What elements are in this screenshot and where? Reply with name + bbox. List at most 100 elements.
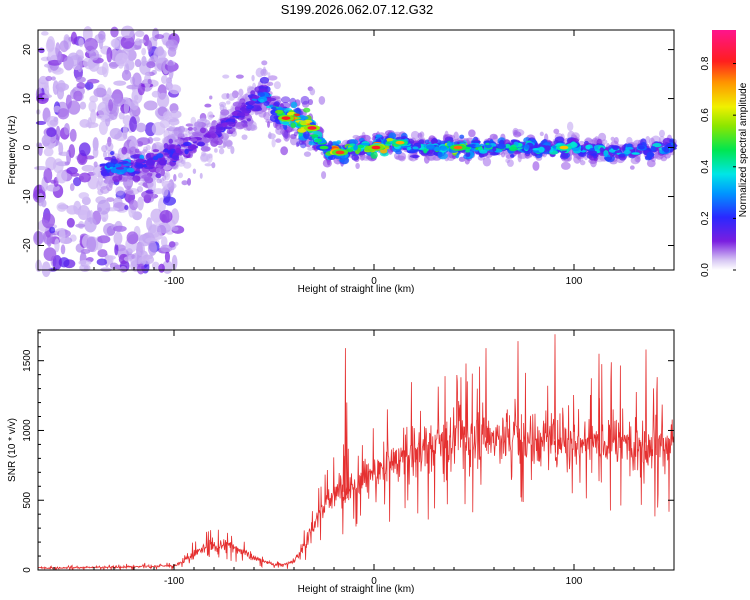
- spectrogram-cell: [174, 138, 184, 143]
- spectrogram-cell: [468, 129, 476, 138]
- spectrogram-cell: [113, 231, 123, 246]
- spectrogram-cell: [183, 141, 192, 147]
- spectrogram-cell: [99, 186, 110, 194]
- spectrogram-hotspot: [335, 150, 345, 155]
- spectrogram-cell: [164, 251, 170, 263]
- spectrogram-cell: [159, 157, 166, 161]
- spectrogram-cell: [194, 121, 203, 128]
- spectrogram-cell: [57, 108, 70, 120]
- spectrogram-cell: [108, 179, 114, 188]
- spectrogram-cell: [218, 145, 226, 149]
- spectrogram-cell: [156, 92, 170, 109]
- spectrogram-x-tick-label: -100: [164, 276, 184, 287]
- spectrogram-frame: [37, 29, 675, 271]
- spectrogram-cell: [89, 95, 99, 103]
- spectrogram-cell: [144, 166, 154, 170]
- spectrogram-cell: [293, 113, 300, 117]
- spectrogram-cell: [300, 95, 310, 105]
- spectrogram-cell: [517, 153, 522, 163]
- spectrogram-cell: [267, 75, 278, 81]
- spectrogram-y-axis-label: Frequency (Hz): [7, 116, 18, 185]
- spectrogram-cell: [669, 138, 675, 144]
- spectrogram-cell: [152, 149, 160, 153]
- spectrogram-cell: [613, 136, 619, 145]
- spectrogram-cell: [280, 146, 289, 156]
- spectrogram-cell: [465, 151, 471, 157]
- spectrogram-cell: [76, 82, 86, 89]
- spectrogram-cell: [115, 167, 125, 170]
- spectrogram-cell: [524, 144, 530, 150]
- spectrogram-cell: [132, 175, 141, 182]
- spectrogram-cell: [560, 161, 571, 170]
- colorbar: 0.0 0.2 0.4 0.6 0.8 Normalized spectral ampl…: [700, 30, 749, 277]
- spectrogram-cell: [614, 150, 621, 153]
- spectrogram-cell: [35, 259, 43, 273]
- spectrogram-cell: [203, 134, 211, 138]
- spectrogram-cell: [214, 148, 218, 153]
- spectrogram-cell: [162, 149, 168, 153]
- spectrogram-cell: [46, 36, 56, 52]
- spectrogram-cell: [466, 144, 476, 148]
- spectrogram-cell: [425, 144, 436, 150]
- spectrogram-cell: [63, 123, 70, 135]
- spectrogram-cell: [307, 146, 314, 151]
- spectrogram-cell: [156, 153, 164, 159]
- spectrogram-cell: [646, 159, 656, 168]
- spectrogram-cell: [132, 72, 142, 88]
- spectrogram-cell: [60, 244, 66, 255]
- spectrogram-cell: [112, 175, 121, 183]
- spectrogram-cell: [118, 111, 125, 120]
- spectrogram-cell: [270, 106, 277, 110]
- spectrogram-x-axis-label: Height of straight line (km): [298, 284, 415, 295]
- spectrogram-hotspot: [371, 145, 381, 150]
- spectrogram-cell: [269, 104, 274, 108]
- spectrogram-cell: [104, 156, 113, 161]
- spectrogram-cell: [159, 209, 173, 223]
- spectrogram-cell: [510, 154, 515, 158]
- spectrogram-cell: [130, 100, 139, 111]
- spectrogram-cell: [166, 182, 177, 190]
- spectrogram-cell: [92, 146, 99, 158]
- spectrogram-cell: [98, 120, 108, 136]
- spectrogram-cell: [465, 148, 470, 153]
- spectrogram-cell: [226, 129, 231, 135]
- spectrogram-cell: [114, 243, 119, 256]
- spectrogram-cell: [259, 76, 270, 84]
- spectrogram-cell: [167, 144, 176, 149]
- spectrogram-cell: [163, 143, 169, 149]
- spectrogram-cell: [84, 37, 98, 52]
- spectrogram-cell: [126, 231, 139, 245]
- spectrogram-cell: [153, 217, 163, 226]
- spectrogram-cell: [236, 112, 246, 117]
- spectrogram-cell: [504, 143, 511, 149]
- spectrogram-cell: [459, 134, 465, 139]
- spectrogram-cell: [248, 100, 256, 106]
- spectrogram-cell: [275, 109, 283, 114]
- snr-y-tick-label: 1500: [22, 349, 33, 372]
- spectrogram-cell: [258, 88, 269, 92]
- spectrogram-cell: [168, 84, 182, 95]
- spectrogram-cell: [66, 217, 75, 228]
- snr-series-line: [37, 334, 675, 571]
- spectrogram-cell: [78, 142, 91, 157]
- spectrogram-cell: [351, 154, 359, 161]
- spectrogram-cell: [81, 164, 95, 172]
- spectrogram-cell: [120, 25, 135, 39]
- spectrogram-cell: [232, 101, 242, 107]
- spectrogram-cell: [97, 235, 111, 244]
- spectrogram-cell: [290, 101, 298, 109]
- spectrogram-cell: [336, 140, 342, 144]
- spectrogram-hotspot: [395, 140, 405, 145]
- spectrogram-cell: [122, 181, 132, 187]
- spectrogram-cell: [650, 146, 657, 151]
- spectrogram-cell: [126, 167, 135, 173]
- spectrogram-cell: [273, 101, 280, 107]
- spectrogram-cell: [145, 189, 155, 194]
- spectrogram-cell: [479, 149, 488, 154]
- spectrogram-cell: [252, 95, 260, 99]
- spectrogram-cell: [553, 128, 560, 135]
- spectrogram-cell: [199, 172, 203, 179]
- spectrogram-cell: [118, 253, 129, 265]
- spectrogram-cell: [226, 140, 232, 150]
